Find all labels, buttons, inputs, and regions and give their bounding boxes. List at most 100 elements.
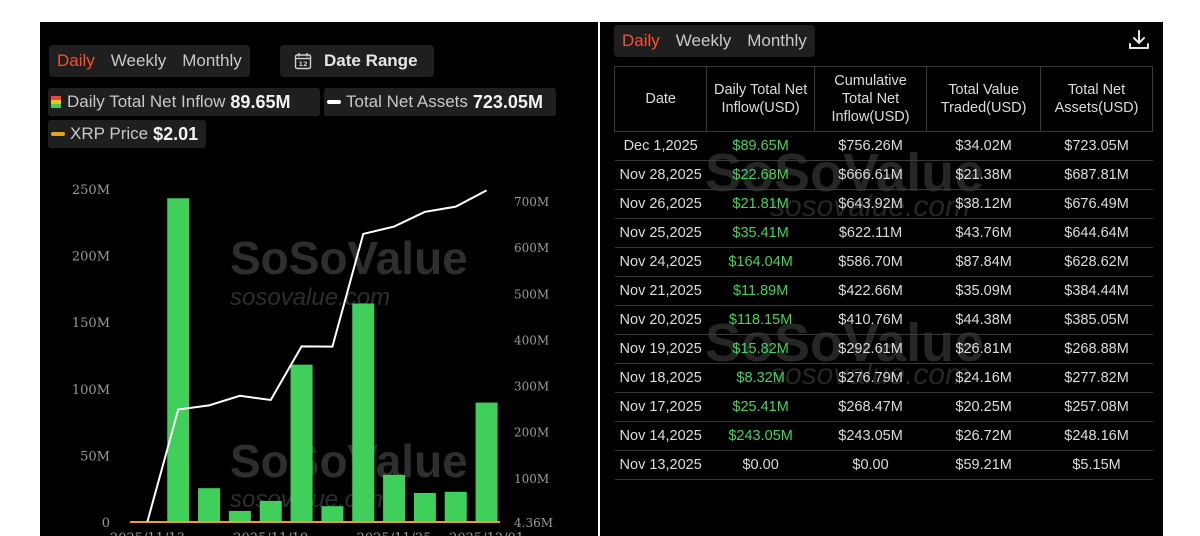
cell-date: Nov 18,2025 — [614, 363, 707, 393]
inflow-bar — [321, 506, 344, 522]
cell-net-assets: $628.62M — [1040, 247, 1153, 277]
tab-monthly[interactable]: Monthly — [747, 31, 807, 50]
cell-date: Nov 17,2025 — [614, 392, 707, 422]
inflow-bar — [259, 500, 282, 522]
y-right-tick-label: 700M — [514, 195, 549, 209]
legend-price-value: $2.01 — [153, 123, 199, 144]
inflow-bar — [352, 303, 375, 522]
table-row: Nov 24,2025 $164.04M $586.70M $87.84M $628.6… — [614, 247, 1153, 277]
legend-xrp-price[interactable]: XRP Price $2.01 — [48, 120, 206, 148]
cell-value-traded: $43.76M — [926, 218, 1041, 248]
cell-date: Nov 24,2025 — [614, 247, 707, 277]
tab-weekly[interactable]: Weekly — [675, 31, 732, 50]
date-range-button[interactable]: 12 Date Range — [280, 45, 434, 77]
cell-value-traded: $21.38M — [926, 160, 1041, 190]
legend-daily-inflow[interactable]: Daily Total Net Inflow 89.65M — [48, 88, 320, 116]
legend-net-assets[interactable]: Total Net Assets 723.05M — [324, 88, 556, 116]
cell-cumulative-inflow: $756.26M — [814, 131, 927, 161]
inflow-bar — [383, 474, 406, 522]
tab-weekly[interactable]: Weekly — [110, 51, 167, 70]
cell-value-traded: $35.09M — [926, 276, 1041, 306]
y-left-tick-label: 200M — [72, 250, 110, 265]
col-cumulative-inflow: Cumulative Total Net Inflow(USD) — [813, 66, 928, 132]
cell-cumulative-inflow: $292.61M — [814, 334, 927, 364]
cell-net-assets: $5.15M — [1040, 450, 1153, 480]
inflow-bar — [290, 364, 313, 522]
table-row: Nov 14,2025 $243.05M $243.05M $26.72M $248.1… — [614, 421, 1153, 451]
cell-net-assets: $676.49M — [1040, 189, 1153, 219]
right-period-tabs: Daily Weekly Monthly — [614, 25, 815, 57]
cell-daily-inflow: $8.32M — [706, 363, 815, 393]
table-row: Nov 20,2025 $118.15M $410.76M $44.38M $385.0… — [614, 305, 1153, 335]
table-row: Nov 13,2025 $0.00 $0.00 $59.21M $5.15M — [614, 450, 1153, 480]
cell-daily-inflow: $11.89M — [706, 276, 815, 306]
col-date: Date — [613, 66, 708, 132]
y-left-tick-label: 150M — [72, 316, 110, 331]
cell-cumulative-inflow: $243.05M — [814, 421, 927, 451]
cell-cumulative-inflow: $422.66M — [814, 276, 927, 306]
cell-daily-inflow: $118.15M — [706, 305, 815, 335]
cell-net-assets: $268.88M — [1040, 334, 1153, 364]
cell-date: Nov 14,2025 — [614, 421, 707, 451]
cell-value-traded: $38.12M — [926, 189, 1041, 219]
cell-net-assets: $277.82M — [1040, 363, 1153, 393]
tab-daily[interactable]: Daily — [622, 31, 660, 50]
cell-date: Nov 26,2025 — [614, 189, 707, 219]
inflow-chart: SoSoValue sosovalue.com SoSoValue sosova… — [72, 183, 553, 536]
left-period-tabs: Daily Weekly Monthly — [49, 45, 250, 77]
inflow-bar — [413, 492, 436, 522]
cell-daily-inflow: $0.00 — [706, 450, 815, 480]
date-range-label: Date Range — [324, 51, 418, 70]
x-tick-label: 2025/12/01 — [449, 531, 524, 536]
y-left-tick-label: 100M — [72, 383, 110, 398]
legend-price-label: XRP Price — [70, 124, 149, 143]
legend-assets-label: Total Net Assets — [346, 92, 468, 111]
cell-cumulative-inflow: $276.79M — [814, 363, 927, 393]
y-right-tick-label: 4.36M — [514, 516, 553, 530]
etf-flow-table: Date Daily Total Net Inflow(USD) Cumulat… — [613, 66, 1153, 480]
legend-inflow-value: 89.65M — [230, 91, 291, 112]
table-row: Nov 19,2025 $15.82M $292.61M $26.81M $268.88… — [614, 334, 1153, 364]
net-assets-line — [146, 189, 488, 522]
cell-daily-inflow: $15.82M — [706, 334, 815, 364]
cell-net-assets: $687.81M — [1040, 160, 1153, 190]
line-swatch-icon — [327, 100, 341, 104]
y-left-tick-label: 250M — [72, 183, 110, 198]
cell-daily-inflow: $25.41M — [706, 392, 815, 422]
table-row: Nov 28,2025 $22.68M $666.61M $21.38M $687.81… — [614, 160, 1153, 190]
cell-cumulative-inflow: $410.76M — [814, 305, 927, 335]
cell-value-traded: $20.25M — [926, 392, 1041, 422]
cell-value-traded: $26.81M — [926, 334, 1041, 364]
y-right-tick-label: 500M — [514, 287, 549, 301]
cell-date: Nov 25,2025 — [614, 218, 707, 248]
table-row: Dec 1,2025 $89.65M $756.26M $34.02M $723.05M — [614, 131, 1153, 161]
price-swatch-icon — [51, 132, 65, 136]
cell-value-traded: $34.02M — [926, 131, 1041, 161]
tab-monthly[interactable]: Monthly — [182, 51, 242, 70]
cell-date: Nov 21,2025 — [614, 276, 707, 306]
bar-swatch-icon — [51, 96, 61, 108]
tab-daily[interactable]: Daily — [57, 51, 95, 70]
cell-cumulative-inflow: $666.61M — [814, 160, 927, 190]
y-left-tick-label: 50M — [80, 449, 110, 464]
col-net-assets: Total Net Assets(USD) — [1040, 66, 1153, 132]
inflow-bar — [228, 510, 251, 522]
x-tick-label: 2025/11/13 — [110, 531, 185, 536]
cell-daily-inflow: $164.04M — [706, 247, 815, 277]
svg-text:12: 12 — [298, 60, 307, 68]
legend-assets-value: 723.05M — [472, 91, 543, 112]
download-icon[interactable] — [1127, 28, 1151, 52]
y-right-tick-label: 200M — [514, 426, 549, 440]
cell-date: Dec 1,2025 — [614, 131, 707, 161]
cell-daily-inflow: $243.05M — [706, 421, 815, 451]
col-value-traded: Total Value Traded(USD) — [926, 66, 1042, 132]
x-tick-label: 2025/11/19 — [233, 531, 308, 536]
cell-cumulative-inflow: $622.11M — [814, 218, 927, 248]
table-row: Nov 26,2025 $21.81M $643.92M $38.12M $676.49… — [614, 189, 1153, 219]
cell-cumulative-inflow: $0.00 — [814, 450, 927, 480]
x-tick-label: 2025/11/25 — [357, 531, 432, 536]
cell-cumulative-inflow: $268.47M — [814, 392, 927, 422]
cell-daily-inflow: $89.65M — [706, 131, 815, 161]
cell-value-traded: $59.21M — [926, 450, 1041, 480]
cell-daily-inflow: $21.81M — [706, 189, 815, 219]
